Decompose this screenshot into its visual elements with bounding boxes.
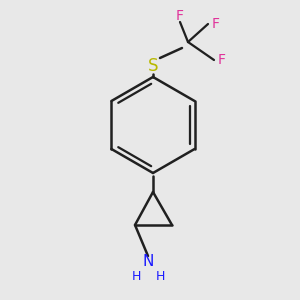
- Text: H: H: [131, 269, 141, 283]
- Text: F: F: [176, 9, 184, 23]
- Text: F: F: [218, 53, 226, 67]
- Text: F: F: [212, 17, 220, 31]
- Text: S: S: [148, 57, 158, 75]
- Text: H: H: [155, 269, 165, 283]
- Text: N: N: [142, 254, 154, 269]
